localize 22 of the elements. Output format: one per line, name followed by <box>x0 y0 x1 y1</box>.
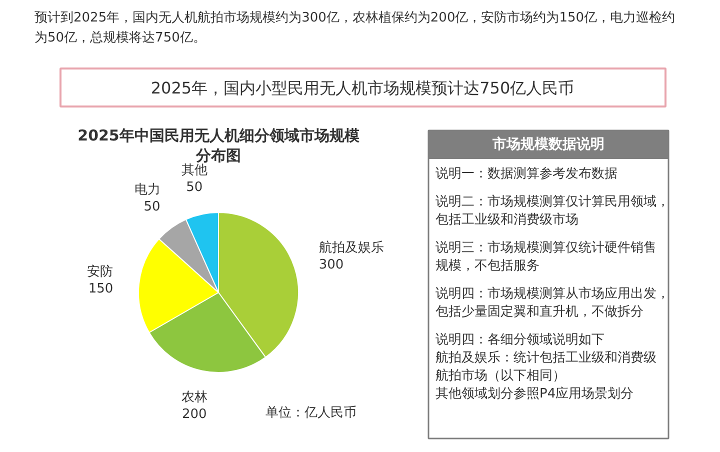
text: 其他领域划分参照P4应用场景划分 <box>436 386 634 402</box>
text: 单位：亿人民币 <box>266 406 356 420</box>
text: 航拍及娱乐：统计包括工业级和消费级航拍市场（以下相同） <box>436 350 656 384</box>
slice-label: 安防 <box>87 263 114 280</box>
text: 2025年，国内小型民用无人机市场规模预计达750亿人民币 <box>150 78 574 98</box>
data-label: 300 <box>318 258 344 273</box>
data-label: 50 <box>144 200 160 215</box>
slice-label: 航拍及娱乐 <box>318 240 384 256</box>
data-label: 200 <box>182 406 207 422</box>
text: 预计到2025年，国内无人机航拍市场规模约为300亿，农林植保约为200亿，安防市场约为150亿，电力巡检约为50亿，总规模将达750亿。 <box>34 10 676 46</box>
text: 说明四：各细分领域说明如下 <box>436 332 604 348</box>
text: 说明四：市场规模测算从市场应用出发，包括少量固定翼和直升机，不做拆分 <box>436 286 670 320</box>
text: 说明一：数据测算参考发布数据 <box>436 166 618 182</box>
slice-label: 电力 <box>134 182 160 198</box>
data-label: 50 <box>186 180 203 196</box>
data-label: 150 <box>88 281 114 296</box>
text: 说明三：市场规模测算仅统计硬件销售规模，不包括服务 <box>436 240 656 274</box>
text: 说明二：市场规模测算仅计算民用领域，包括工业级和消费级市场 <box>436 194 670 228</box>
slice-label: 农林 <box>181 390 208 405</box>
chart-title: 2025年中国民用无人机细分领域市场规模分布图 <box>78 126 360 164</box>
text: 市场规模数据说明 <box>492 136 604 152</box>
slice-label: 其他 <box>181 163 208 178</box>
